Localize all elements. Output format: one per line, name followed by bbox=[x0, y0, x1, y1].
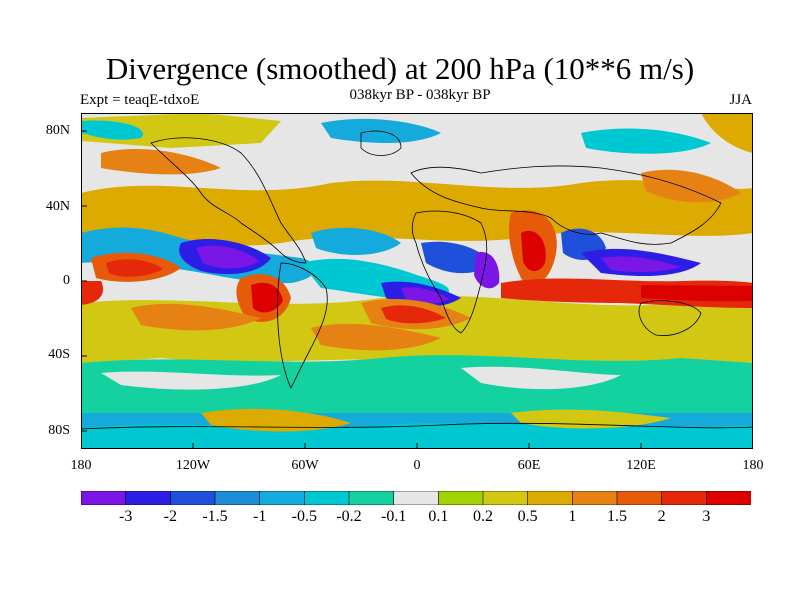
lon-label-60w: 60W bbox=[291, 458, 319, 473]
colorbar-swatch bbox=[170, 491, 216, 505]
axis-ticks bbox=[81, 130, 753, 449]
colorbar-label: -0.5 bbox=[291, 508, 317, 525]
colorbar bbox=[81, 491, 751, 505]
colorbar-label: -1.5 bbox=[202, 508, 228, 525]
lon-label-180e: 180 bbox=[742, 458, 764, 473]
colorbar-swatch bbox=[259, 491, 305, 505]
period-label: 038kyr BP - 038kyr BP bbox=[349, 87, 491, 103]
figure-title: Divergence (smoothed) at 200 hPa (10**6 … bbox=[105, 51, 695, 86]
colorbar-swatch bbox=[125, 491, 171, 505]
colorbar-swatch bbox=[393, 491, 439, 505]
lon-label-60e: 60E bbox=[517, 458, 541, 473]
divergence-map bbox=[81, 113, 753, 449]
colorbar-label: -2 bbox=[163, 508, 177, 525]
lat-label-40n: 40N bbox=[45, 199, 70, 214]
colorbar-swatch bbox=[572, 491, 618, 505]
colorbar-label: -0.2 bbox=[336, 508, 362, 525]
colorbar-label: 1.5 bbox=[607, 508, 627, 525]
colorbar-swatch bbox=[527, 491, 573, 505]
coastlines bbox=[81, 130, 753, 430]
colorbar-swatch bbox=[304, 491, 350, 505]
lat-label-40s: 40S bbox=[48, 347, 70, 362]
colorbar-label: 0.5 bbox=[517, 508, 538, 525]
lat-label-80n: 80N bbox=[45, 123, 70, 138]
colorbar-label: 3 bbox=[702, 508, 711, 525]
divergence-field bbox=[81, 113, 753, 449]
colorbar-label: 0.1 bbox=[428, 508, 449, 525]
lon-label-120w: 120W bbox=[175, 458, 211, 473]
lat-label-80s: 80S bbox=[48, 423, 70, 438]
colorbar-swatch bbox=[482, 491, 529, 505]
colorbar-label: -3 bbox=[118, 508, 133, 525]
colorbar-swatch bbox=[81, 491, 127, 505]
season-label: JJA bbox=[729, 92, 752, 108]
colorbar-swatch bbox=[214, 491, 261, 505]
lon-label-0: 0 bbox=[413, 458, 421, 473]
experiment-label: Expt = teaqE-tdxoE bbox=[80, 92, 200, 108]
colorbar-label: 2 bbox=[657, 508, 666, 525]
colorbar-label: 0.2 bbox=[473, 508, 493, 525]
colorbar-label: -1 bbox=[252, 508, 267, 525]
lon-label-180w: 180 bbox=[70, 458, 92, 473]
colorbar-swatch bbox=[706, 491, 751, 505]
colorbar-swatch bbox=[661, 491, 707, 505]
colorbar-swatch bbox=[348, 491, 395, 505]
colorbar-swatch bbox=[616, 491, 663, 505]
colorbar-swatch bbox=[438, 491, 484, 505]
lon-label-120e: 120E bbox=[626, 458, 656, 473]
colorbar-label: -0.1 bbox=[380, 508, 407, 525]
colorbar-label: 1 bbox=[568, 508, 577, 525]
lat-label-0: 0 bbox=[63, 273, 70, 288]
